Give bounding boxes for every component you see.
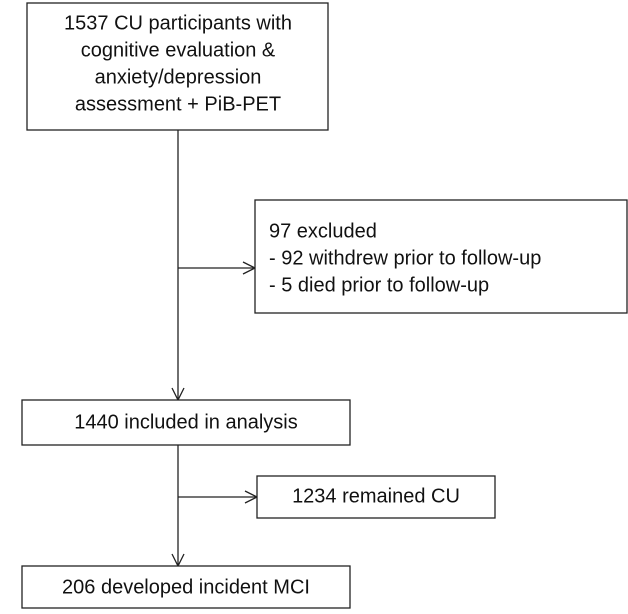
node-text: - 92 withdrew prior to follow-up [269, 247, 541, 269]
node-text: 1234 remained CU [292, 485, 460, 507]
box [254, 199, 628, 314]
node-text: - 5 died prior to follow-up [269, 274, 489, 296]
box [26, 2, 329, 131]
node-text: anxiety/depression [95, 66, 262, 88]
node-text: assessment + PiB-PET [75, 93, 281, 115]
box [256, 475, 496, 519]
box [21, 399, 351, 446]
node-text: 1537 CU participants with [64, 12, 292, 34]
node-text: cognitive evaluation & [81, 39, 276, 61]
node-text: 206 developed incident MCI [62, 576, 310, 598]
box [21, 565, 351, 609]
node-text: 1440 included in analysis [74, 411, 298, 433]
node-text: 97 excluded [269, 220, 377, 242]
